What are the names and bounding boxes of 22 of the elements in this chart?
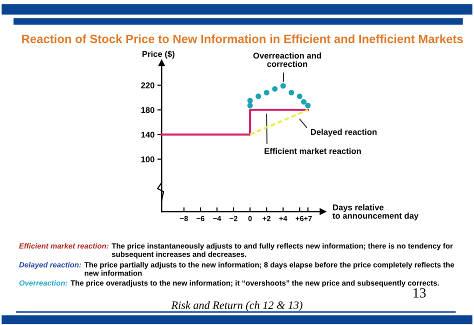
y-axis-title: Price ($): [142, 50, 174, 59]
point: [247, 98, 253, 104]
chart-title: Reaction of Stock Price to New Information in Efficient and Inefficient Markets: [22, 34, 463, 44]
point: [280, 83, 286, 89]
point: [301, 99, 307, 105]
point: [247, 102, 253, 108]
y-tick-label: 100: [141, 156, 154, 162]
text: 13: [414, 288, 426, 298]
point: [256, 94, 262, 100]
point: [272, 86, 278, 92]
point: [264, 90, 270, 96]
point: [305, 102, 311, 108]
y-tick-label: 220: [141, 82, 154, 88]
point: [288, 90, 294, 96]
annotation: Efficient market reaction: [264, 148, 361, 154]
y-tick-label: 180: [141, 107, 154, 113]
point: [296, 94, 302, 100]
x-axis-title: Days relative to announcement day: [332, 204, 419, 220]
annotation: Overreaction and correction: [253, 52, 321, 67]
annotation: Delayed reaction: [310, 128, 377, 137]
text: Risk and Return (ch 12 & 13): [171, 301, 302, 312]
y-tick-label: 140: [141, 132, 154, 138]
